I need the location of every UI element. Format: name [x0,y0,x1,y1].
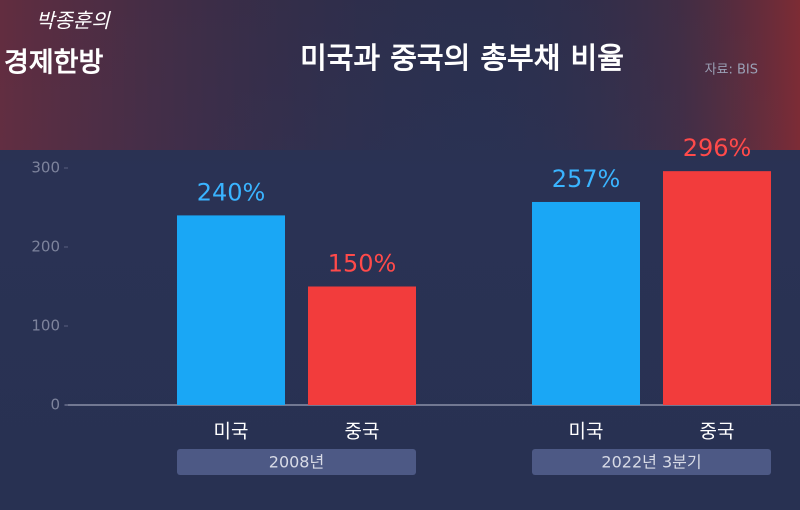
x-tick-label: 2008년 [269,453,324,472]
logo-title: 경제한방 [4,48,104,79]
bar [532,201,640,405]
series-label: 중국 [345,421,380,443]
logo-subtitle: 박종훈의 [36,9,111,33]
chart-title: 미국과 중국의 총부채 비율 [300,41,624,75]
series-label: 미국 [214,421,249,443]
bar [177,215,285,405]
value-label: 150% [328,250,397,278]
y-tick-label: 100 [31,317,60,335]
category-box [177,449,416,475]
x-tick-label: 2022년 3분기 [601,453,701,472]
value-label: 296% [683,134,752,162]
flag-backdrop [0,0,800,150]
value-label: 257% [552,165,621,193]
source-note: 자료: BIS [705,63,758,78]
series-label: 중국 [700,421,735,443]
value-label: 240% [197,178,266,206]
y-tick-label: 0 [50,396,60,414]
y-tick-label: 300 [31,159,60,177]
series-label: 미국 [569,421,604,443]
category-box [532,449,771,475]
bar [663,171,771,405]
bar [308,286,416,405]
y-tick-label: 200 [31,238,60,256]
